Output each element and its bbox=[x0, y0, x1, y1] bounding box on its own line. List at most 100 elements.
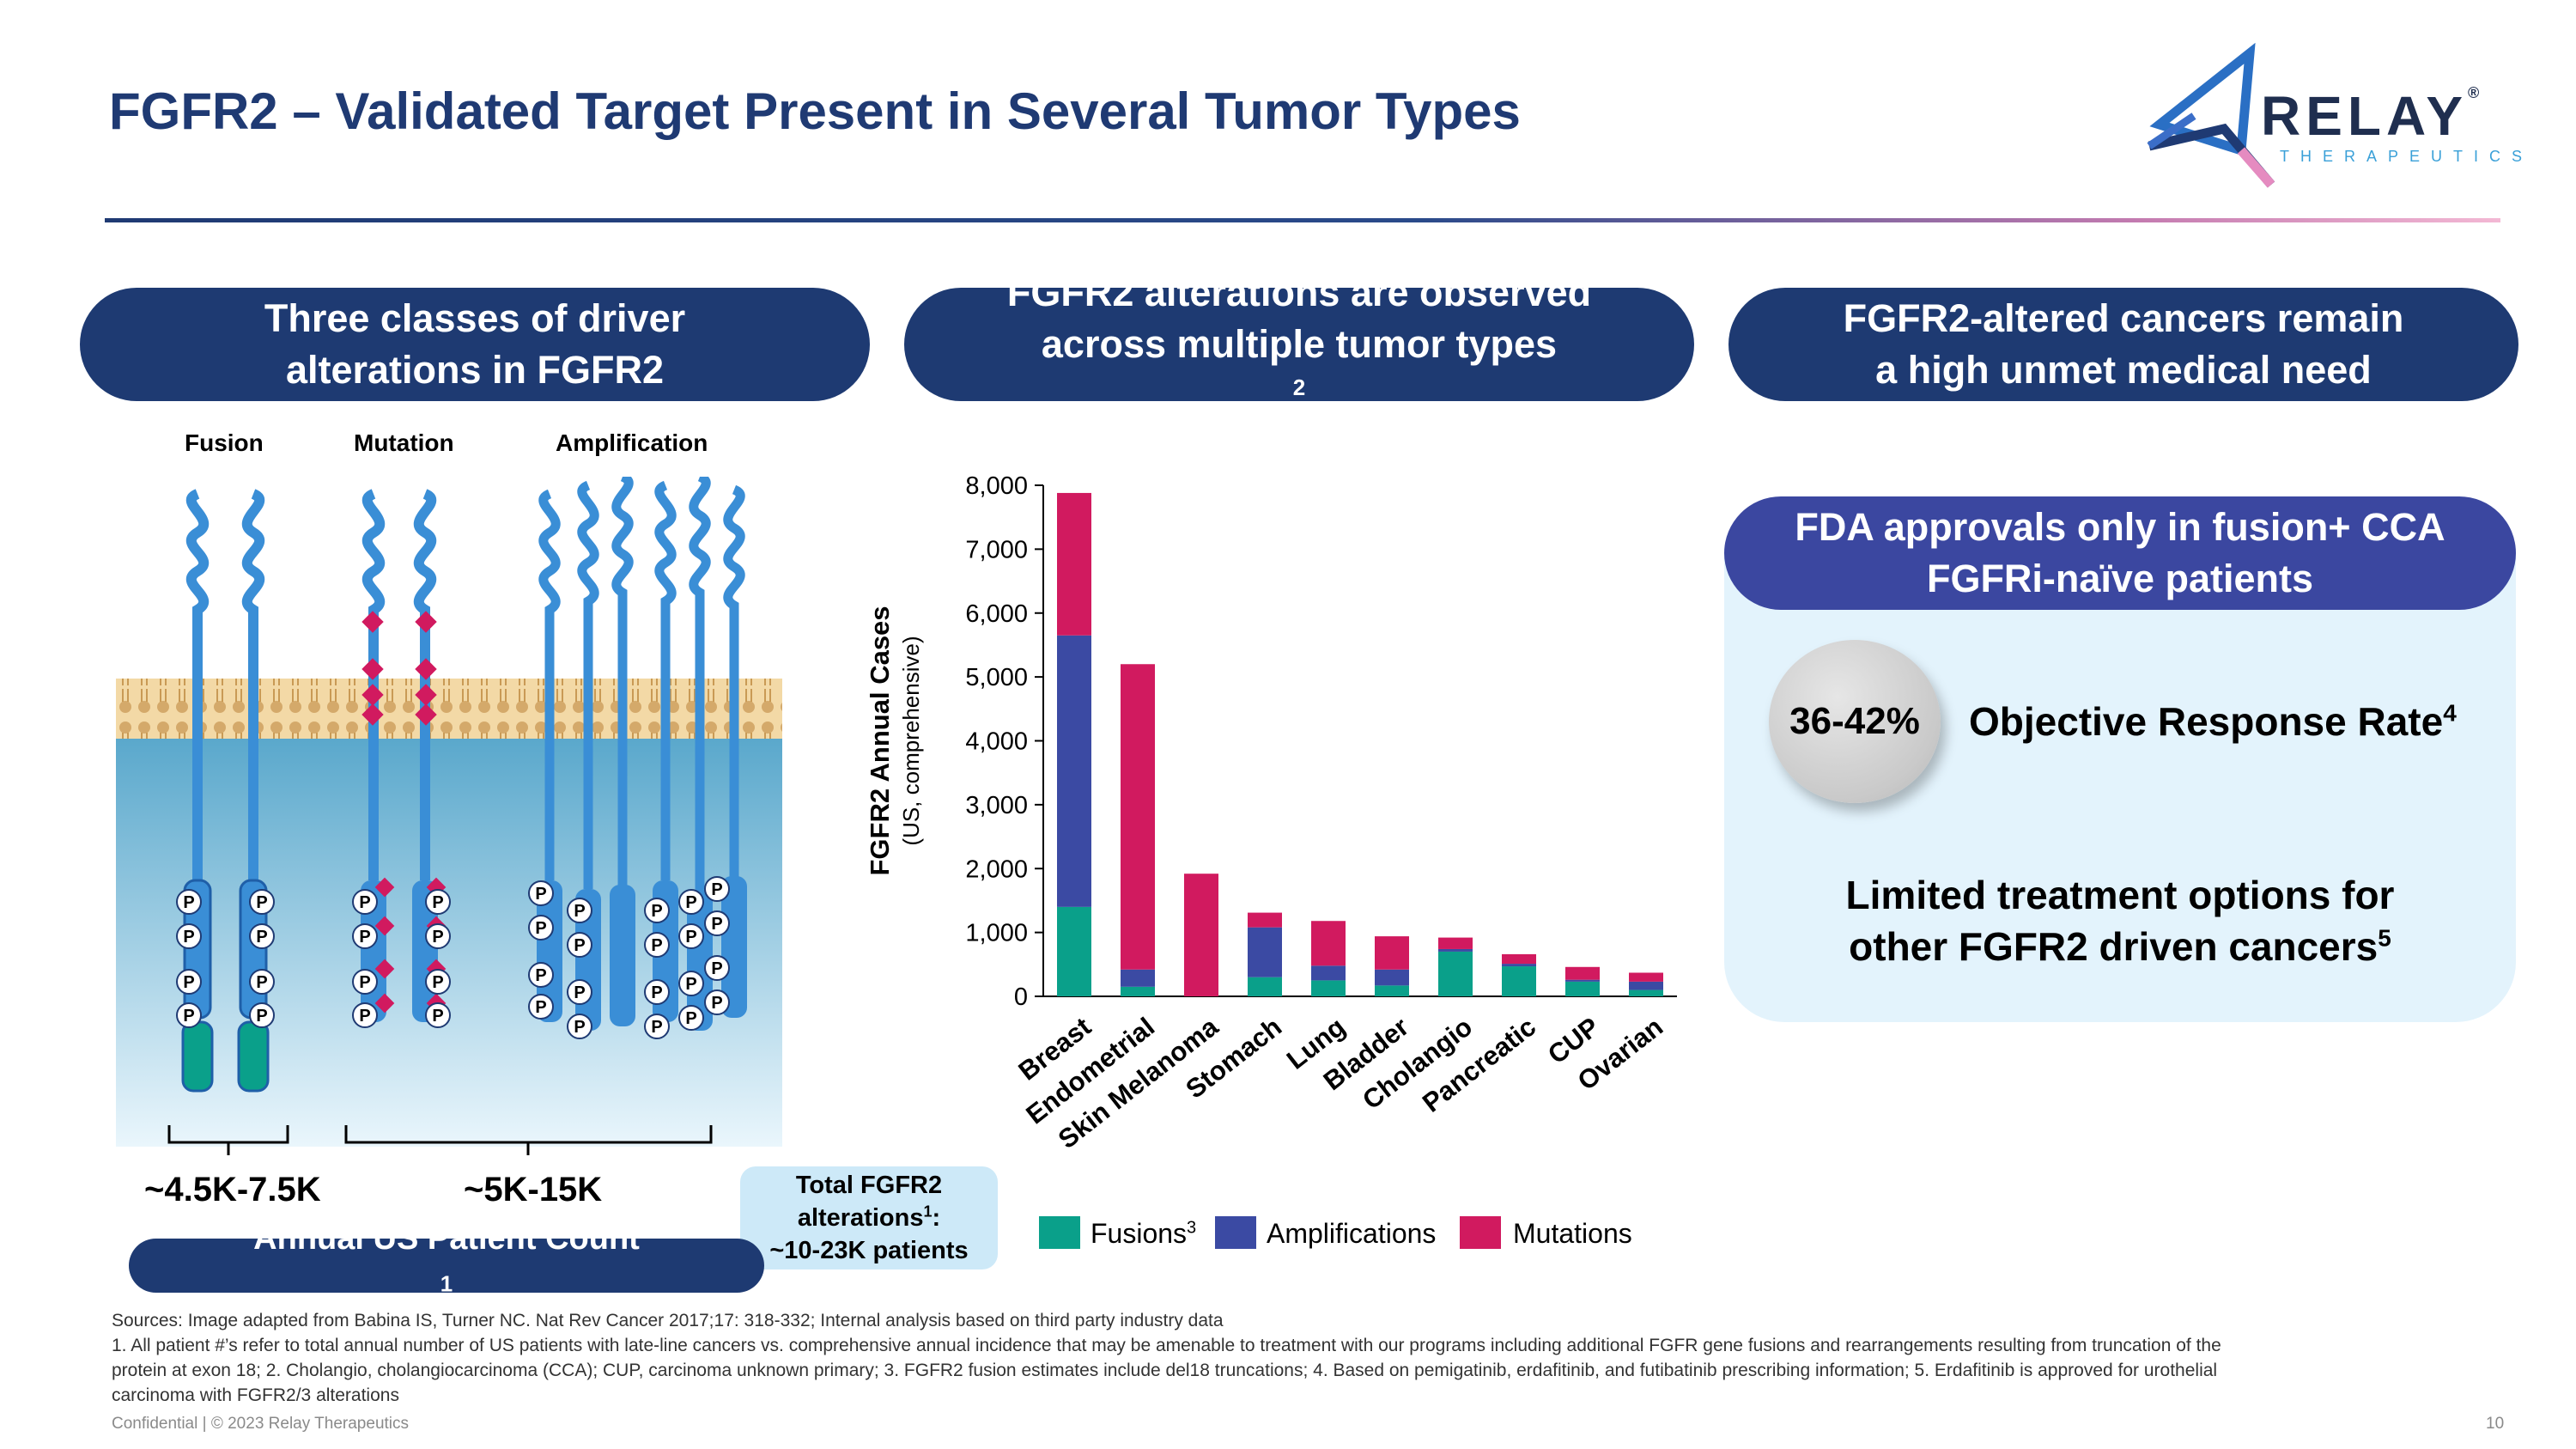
svg-text:P: P bbox=[574, 1018, 585, 1037]
fda-approvals-pill: FDA approvals only in fusion+ CCA FGFRi-n… bbox=[1724, 496, 2516, 610]
col-mutation-label: Mutation bbox=[354, 429, 454, 456]
bar-fusions-bladder bbox=[1375, 985, 1409, 996]
left-pill: Three classes of driver alterations in FG… bbox=[80, 288, 870, 401]
legend-fusions-label: Fusions3 bbox=[1091, 1218, 1197, 1249]
annual-count-pill: Annual US Patient Count 1 bbox=[129, 1221, 764, 1294]
y-tick-label: 0 bbox=[1014, 983, 1028, 1011]
orr-value: 36-42% bbox=[1789, 700, 1920, 742]
amplification-phospho-sites: P P P P P P P P P P P P P P P P P P P P bbox=[528, 876, 730, 1039]
svg-text:P: P bbox=[685, 1009, 696, 1028]
svg-text:P: P bbox=[359, 928, 370, 947]
y-tick-label: 7,000 bbox=[965, 536, 1028, 563]
col-amplification-label: Amplification bbox=[556, 429, 708, 456]
svg-text:P: P bbox=[256, 928, 267, 947]
svg-text:P: P bbox=[711, 959, 722, 978]
svg-text:P: P bbox=[183, 928, 194, 947]
relay-logo: RELAY® THERAPEUTICS bbox=[2134, 42, 2522, 198]
fusion-bracket bbox=[167, 1125, 289, 1155]
svg-text:P: P bbox=[711, 994, 722, 1013]
y-axis-title: FGFR2 Annual Cases bbox=[865, 606, 895, 875]
legend-mutations-label: Mutations bbox=[1513, 1218, 1632, 1249]
middle-pill: FGFR2 alterations are observed across mul… bbox=[904, 271, 1694, 401]
page-title: FGFR2 – Validated Target Present in Seve… bbox=[109, 82, 1521, 140]
y-tick-label: 5,000 bbox=[965, 664, 1028, 691]
bar-fusions-ovarian bbox=[1629, 989, 1663, 996]
bar-amplifications-pancreatic bbox=[1502, 964, 1536, 967]
bar-fusions-pancreatic bbox=[1502, 966, 1536, 996]
svg-text:P: P bbox=[359, 1007, 370, 1026]
bar-mutations-breast bbox=[1057, 492, 1091, 636]
svg-text:P: P bbox=[432, 973, 443, 992]
bar-mutations-ovarian bbox=[1629, 972, 1663, 982]
y-tick-label: 6,000 bbox=[965, 600, 1028, 628]
relay-logo-mark-icon bbox=[2147, 42, 2275, 188]
svg-text:P: P bbox=[651, 983, 662, 1002]
bar-fusions-lung bbox=[1311, 980, 1346, 996]
svg-text:P: P bbox=[574, 902, 585, 921]
amplification-receptors bbox=[538, 477, 745, 889]
y-axis-subtitle: (US, comprehensive) bbox=[898, 636, 924, 845]
svg-text:P: P bbox=[574, 983, 585, 1002]
mutation-receptor bbox=[361, 489, 447, 1022]
svg-text:P: P bbox=[574, 936, 585, 955]
svg-text:P: P bbox=[651, 936, 662, 955]
limited-options-text: Limited treatment options for other FGFR… bbox=[1845, 873, 2395, 969]
bar-amplifications-cup bbox=[1565, 979, 1600, 982]
bar-amplifications-breast bbox=[1057, 635, 1091, 907]
svg-text:P: P bbox=[535, 919, 546, 938]
legend-amplifications-label: Amplifications bbox=[1267, 1218, 1437, 1249]
y-tick-label: 2,000 bbox=[965, 855, 1028, 883]
y-tick-label: 8,000 bbox=[965, 472, 1028, 500]
bar-mutations-cup bbox=[1565, 966, 1600, 980]
svg-text:P: P bbox=[256, 1007, 267, 1026]
bar-amplifications-stomach bbox=[1248, 927, 1282, 977]
svg-text:P: P bbox=[256, 973, 267, 992]
bar-mutations-cholangio bbox=[1438, 937, 1473, 949]
legend-amplifications-swatch bbox=[1215, 1216, 1256, 1249]
header-divider bbox=[105, 218, 2500, 222]
bar-fusions-breast bbox=[1057, 906, 1091, 996]
bar-amplifications-lung bbox=[1311, 965, 1346, 981]
svg-text:P: P bbox=[685, 893, 696, 912]
mutation-phospho-sites: P P P P P P P P bbox=[352, 889, 451, 1028]
svg-text:P: P bbox=[256, 893, 267, 912]
relay-logo-subtext: THERAPEUTICS bbox=[2280, 148, 2534, 165]
bar-amplifications-endometrial bbox=[1121, 969, 1155, 987]
bar-mutations-lung bbox=[1311, 921, 1346, 966]
fusion-count: ~4.5K-7.5K bbox=[144, 1171, 321, 1209]
svg-text:P: P bbox=[711, 880, 722, 899]
bar-mutations-stomach bbox=[1248, 912, 1282, 928]
legend-mutations-swatch bbox=[1460, 1216, 1501, 1249]
page-number: 10 bbox=[2486, 1415, 2505, 1433]
receptor-diagram: P P P P P P P P bbox=[116, 477, 782, 1155]
bar-amplifications-cholangio bbox=[1438, 948, 1473, 952]
right-pill: FGFR2-altered cancers remain a high unmet… bbox=[1728, 288, 2518, 401]
bar-fusions-endometrial bbox=[1121, 986, 1155, 996]
fgfr2-cases-chart: 0 1,000 2,000 3,000 4,000 5,000 6,000 7,000 8,00… bbox=[865, 472, 1677, 1154]
svg-text:P: P bbox=[651, 1018, 662, 1037]
legend-fusions-swatch bbox=[1039, 1216, 1080, 1249]
y-tick-label: 1,000 bbox=[965, 920, 1028, 947]
relay-logo-text: RELAY® bbox=[2261, 84, 2485, 147]
bar-mutations-endometrial bbox=[1121, 664, 1155, 970]
y-tick-label: 4,000 bbox=[965, 728, 1028, 756]
svg-text:P: P bbox=[535, 966, 546, 985]
bar-mutations-pancreatic bbox=[1502, 953, 1536, 965]
orr-circle: 36-42% bbox=[1769, 640, 1941, 803]
bar-fusions-stomach bbox=[1248, 977, 1282, 996]
svg-text:P: P bbox=[183, 973, 194, 992]
svg-text:P: P bbox=[535, 885, 546, 904]
svg-text:P: P bbox=[685, 928, 696, 947]
bar-amplifications-ovarian bbox=[1629, 981, 1663, 990]
bar-mutations-bladder bbox=[1375, 936, 1409, 970]
bar-mutations-skin-melanoma bbox=[1184, 874, 1218, 996]
bar-fusions-cholangio bbox=[1438, 951, 1473, 996]
amplification-bracket bbox=[344, 1125, 713, 1155]
footnotes: Sources: Image adapted from Babina IS, T… bbox=[112, 1311, 2221, 1405]
col-fusion-label: Fusion bbox=[185, 429, 264, 456]
svg-text:P: P bbox=[651, 902, 662, 921]
svg-text:P: P bbox=[432, 928, 443, 947]
svg-text:P: P bbox=[535, 998, 546, 1017]
svg-text:P: P bbox=[183, 893, 194, 912]
y-tick-label: 3,000 bbox=[965, 792, 1028, 819]
